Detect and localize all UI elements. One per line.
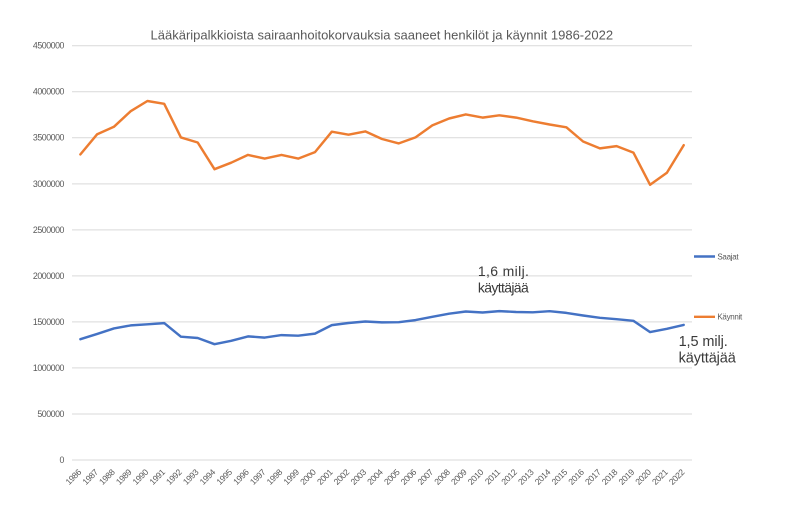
svg-text:käyttäjää: käyttäjää — [679, 351, 737, 367]
svg-text:Käynnit: Käynnit — [717, 313, 743, 322]
svg-text:Lääkäripalkkioista sairaanhoit: Lääkäripalkkioista sairaanhoitokorvauksi… — [151, 28, 614, 43]
svg-text:1,5 milj.: 1,5 milj. — [679, 334, 728, 350]
svg-text:käyttäjää: käyttäjää — [478, 280, 529, 296]
svg-text:3000000: 3000000 — [33, 179, 65, 189]
svg-text:4500000: 4500000 — [33, 41, 65, 51]
svg-text:4000000: 4000000 — [33, 87, 65, 97]
svg-text:2500000: 2500000 — [33, 225, 65, 235]
svg-text:1,6 milj.: 1,6 milj. — [478, 263, 529, 279]
svg-text:1000000: 1000000 — [33, 363, 65, 373]
svg-text:500000: 500000 — [37, 409, 64, 419]
svg-text:3500000: 3500000 — [33, 133, 65, 143]
svg-text:2000000: 2000000 — [33, 271, 65, 281]
svg-text:Saajat: Saajat — [717, 252, 739, 261]
svg-text:1500000: 1500000 — [33, 317, 65, 327]
svg-text:0: 0 — [60, 455, 65, 465]
